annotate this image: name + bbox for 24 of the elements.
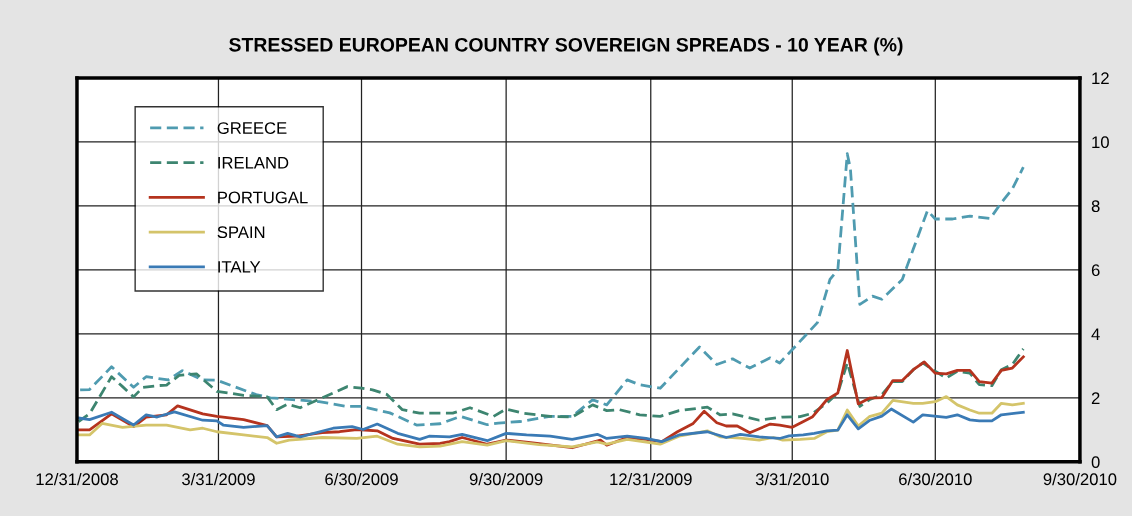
line-series [77,347,1025,423]
x-tick-label: 12/31/2009 [610,472,692,486]
y-tick-label: 12 [1092,72,1109,84]
y-tick-label: 2 [1091,392,1100,404]
legend-label: SPAIN [217,226,265,239]
legend-label: IRELAND [218,157,289,169]
y-tick-label: 8 [1091,200,1100,213]
x-tick-label: 6/30/2009 [325,472,398,486]
x-tick-label: 3/31/2009 [182,472,255,486]
x-tick-label: 12/31/2008 [36,472,118,486]
line-series [77,407,1025,444]
y-tick-label: 6 [1091,264,1100,277]
line-series [78,152,1025,427]
y-tick-label: 10 [1092,136,1109,149]
legend-label: GREECE [217,122,287,134]
x-tick-label: 9/30/2010 [1043,472,1117,486]
x-tick-label: 3/31/2010 [755,472,829,486]
y-tick-label: 0 [1091,456,1100,469]
x-tick-label: 9/30/2009 [469,472,543,486]
y-tick-label: 4 [1091,328,1100,340]
x-tick-label: 6/30/2010 [899,472,972,486]
chart-title: STRESSED EUROPEAN COUNTRY SOVEREIGN SPREADS - 10 YEAR (%) [229,37,903,56]
legend-label: ITALY [218,261,261,273]
legend-label: PORTUGAL [218,191,308,204]
